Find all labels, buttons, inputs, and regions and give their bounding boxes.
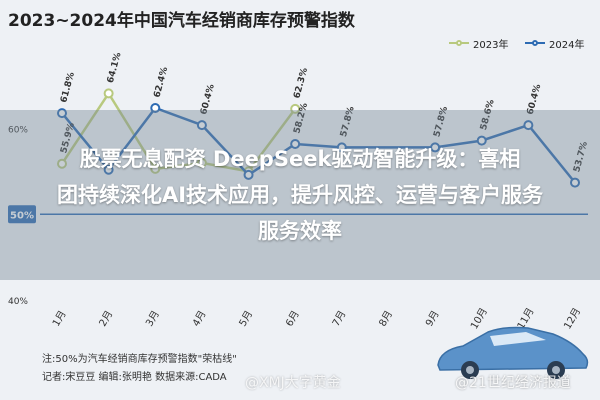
- x-tick-label: 1月: [50, 308, 69, 328]
- reference-label: 50%: [10, 210, 34, 221]
- legend-item-2023: 2023年: [449, 34, 508, 52]
- data-point: [150, 103, 161, 113]
- data-label: 62.4%: [153, 66, 171, 99]
- data-point: [290, 139, 301, 149]
- reference-label-box: [8, 205, 36, 224]
- x-tick-label: 4月: [190, 308, 209, 328]
- data-point: [336, 142, 347, 153]
- data-label: 64.1%: [106, 51, 124, 84]
- legend-marker-2023: [456, 40, 462, 46]
- banner-line-3: 服务效率: [258, 219, 342, 243]
- series-line-2023年: [60, 91, 297, 173]
- data-point: [430, 142, 441, 153]
- data-point: [57, 158, 67, 169]
- legend-swatch-2024: [525, 40, 545, 46]
- data-point: [570, 177, 580, 188]
- x-tick-label: 8月: [377, 308, 396, 328]
- data-point: [523, 120, 534, 131]
- legend-item-2024: 2024年: [525, 34, 584, 52]
- footnote: 注:50%为汽车经销商库存预警指数"荣枯线": [42, 354, 237, 365]
- x-tick-label: 5月: [237, 308, 256, 328]
- data-point: [196, 157, 207, 168]
- car-illustration: [437, 326, 589, 379]
- x-tick-label: 6月: [283, 308, 302, 328]
- banner-line-1: 股票无息配资 DeepSeek驱动智能升级：喜相: [79, 147, 521, 171]
- data-point: [196, 120, 207, 131]
- y-tick-label: 60%: [8, 126, 28, 136]
- data-label: 62.3%: [292, 67, 310, 100]
- data-label: 61.8%: [59, 71, 77, 104]
- banner-line-2: 团持续深化AI技术应用，提升风控、运营与客户服务: [56, 183, 544, 207]
- watermark-left: @XMJ大字黄金: [245, 375, 341, 391]
- watermark-right: @21世纪经济报道: [455, 375, 571, 391]
- legend-label-2023: 2023年: [473, 39, 509, 51]
- data-point: [476, 135, 487, 146]
- x-tick-label: 3月: [143, 308, 162, 328]
- credits: 记者:宋豆豆 编辑:张明艳 数据来源:CADA: [42, 372, 227, 383]
- data-point: [150, 163, 161, 174]
- data-point: [57, 108, 67, 119]
- data-point: [290, 103, 301, 114]
- data-point: [243, 169, 254, 180]
- legend-label-2024: 2024年: [549, 39, 585, 51]
- x-tick-label: 7月: [330, 308, 349, 328]
- legend-swatch-2023: [449, 40, 469, 46]
- x-tick-label: 2月: [97, 308, 116, 328]
- chart-title: 2023~2024年中国汽车经销商库存预警指数: [8, 11, 355, 31]
- y-tick-label: 40%: [8, 297, 28, 307]
- overlay-banner: 股票无息配资 DeepSeek驱动智能升级：喜相 团持续深化AI技术应用，提升风…: [0, 110, 600, 280]
- data-point: [103, 164, 114, 175]
- data-point: [103, 88, 114, 99]
- legend-marker-2024: [532, 40, 538, 46]
- chart-legend: 2023年 2024年: [449, 34, 589, 52]
